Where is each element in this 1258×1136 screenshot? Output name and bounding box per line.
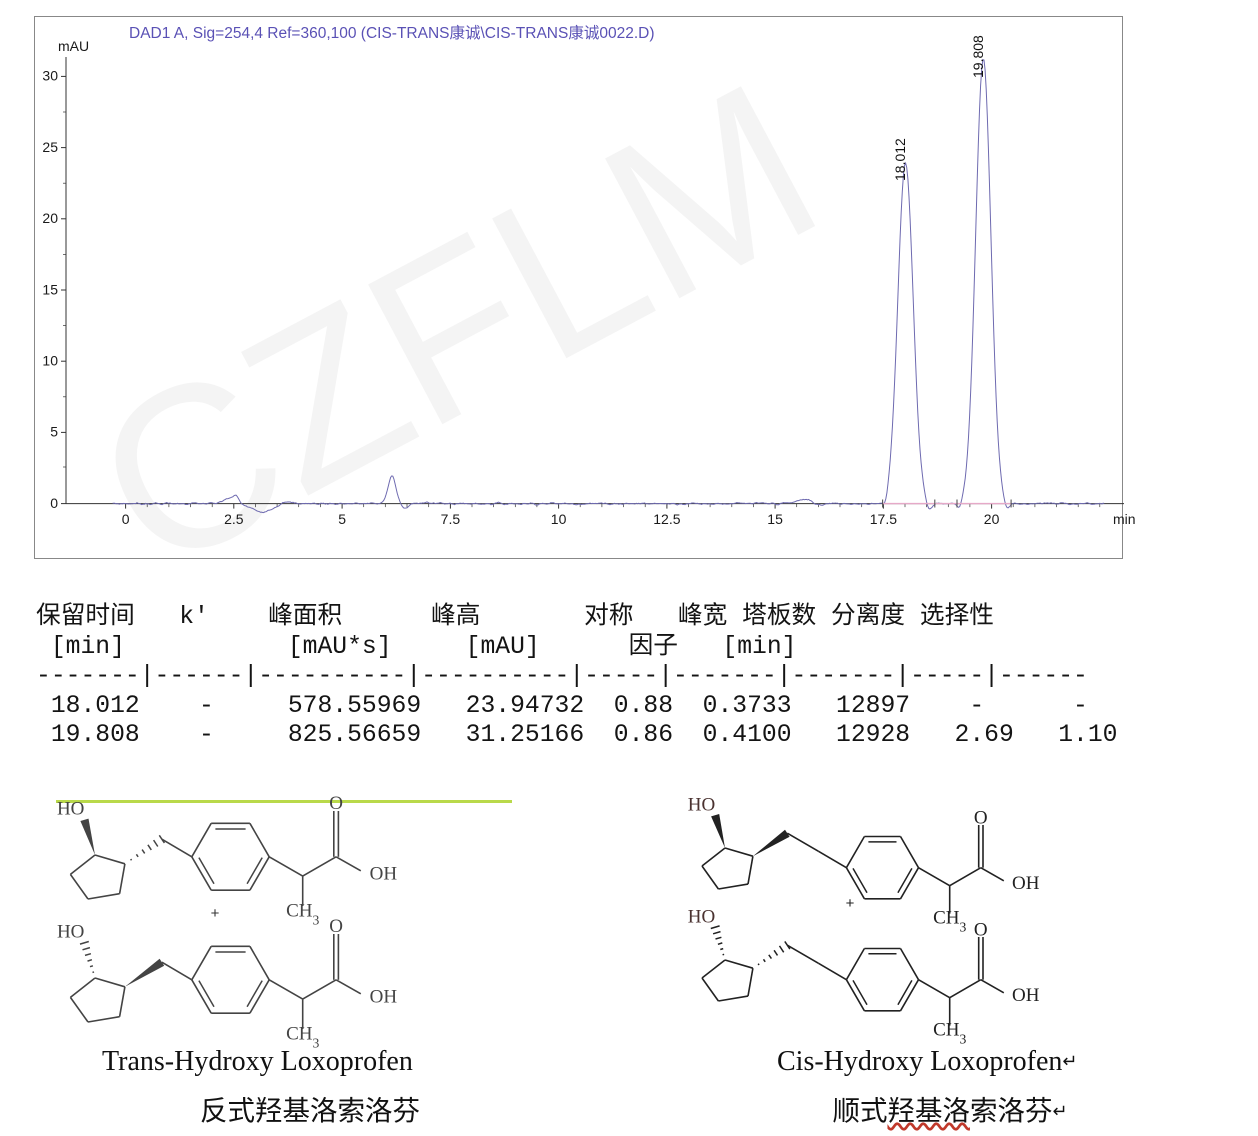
svg-text:OH: OH: [370, 864, 398, 885]
svg-text:CH3: CH3: [933, 1019, 966, 1046]
svg-text:O: O: [974, 807, 988, 828]
svg-text:CH3: CH3: [933, 907, 966, 934]
svg-text:HO: HO: [57, 922, 84, 943]
svg-text:HO: HO: [688, 794, 715, 815]
svg-text:O: O: [329, 916, 343, 937]
svg-text:OH: OH: [370, 987, 398, 1008]
svg-text:HO: HO: [57, 799, 84, 820]
svg-text:O: O: [974, 919, 988, 940]
svg-text:+: +: [211, 905, 220, 922]
svg-text:OH: OH: [1012, 985, 1040, 1006]
svg-text:O: O: [329, 793, 343, 814]
svg-text:CH3: CH3: [286, 901, 319, 928]
svg-text:HO: HO: [688, 906, 715, 927]
svg-text:OH: OH: [1012, 873, 1040, 894]
svg-text:+: +: [846, 895, 855, 912]
